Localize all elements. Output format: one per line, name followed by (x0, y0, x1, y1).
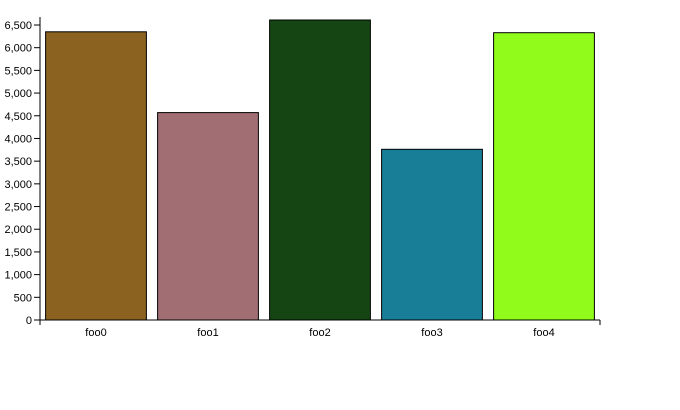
y-tick-label: 3,500 (4, 156, 32, 168)
bar-foo3 (381, 148, 483, 321)
y-tick-label: 0 (26, 315, 32, 327)
bar-foo4 (493, 32, 595, 321)
x-tick-label-foo1: foo1 (197, 327, 218, 339)
y-tick-label: 5,000 (4, 88, 32, 100)
y-tick-label: 4,000 (4, 133, 32, 145)
bar-foo2 (269, 19, 371, 321)
y-tick-label: 6,500 (4, 20, 32, 32)
x-tick-label-foo0: foo0 (85, 327, 106, 339)
y-tick-label: 500 (14, 292, 32, 304)
y-tick-label: 5,500 (4, 65, 32, 77)
bar-foo0 (45, 31, 147, 321)
x-tick-label-foo4: foo4 (533, 327, 554, 339)
y-tick-label: 2,000 (4, 224, 32, 236)
y-tick-label: 2,500 (4, 202, 32, 214)
bar-foo1 (157, 112, 259, 321)
x-tick-label-foo3: foo3 (421, 327, 442, 339)
y-tick-label: 3,000 (4, 179, 32, 191)
bars-group (45, 19, 595, 321)
y-tick-label: 1,000 (4, 270, 32, 282)
x-axis: foo0 foo1 foo2 foo3 foo4 (39, 319, 601, 339)
y-tick-label: 6,000 (4, 43, 32, 55)
y-axis: 0 500 1,000 1,500 2,000 2,500 3,000 3,500 4,000 4… (4, 17, 41, 327)
y-tick-label: 1,500 (4, 247, 32, 259)
x-tick-label-foo2: foo2 (309, 327, 330, 339)
y-tick-label: 4,500 (4, 111, 32, 123)
